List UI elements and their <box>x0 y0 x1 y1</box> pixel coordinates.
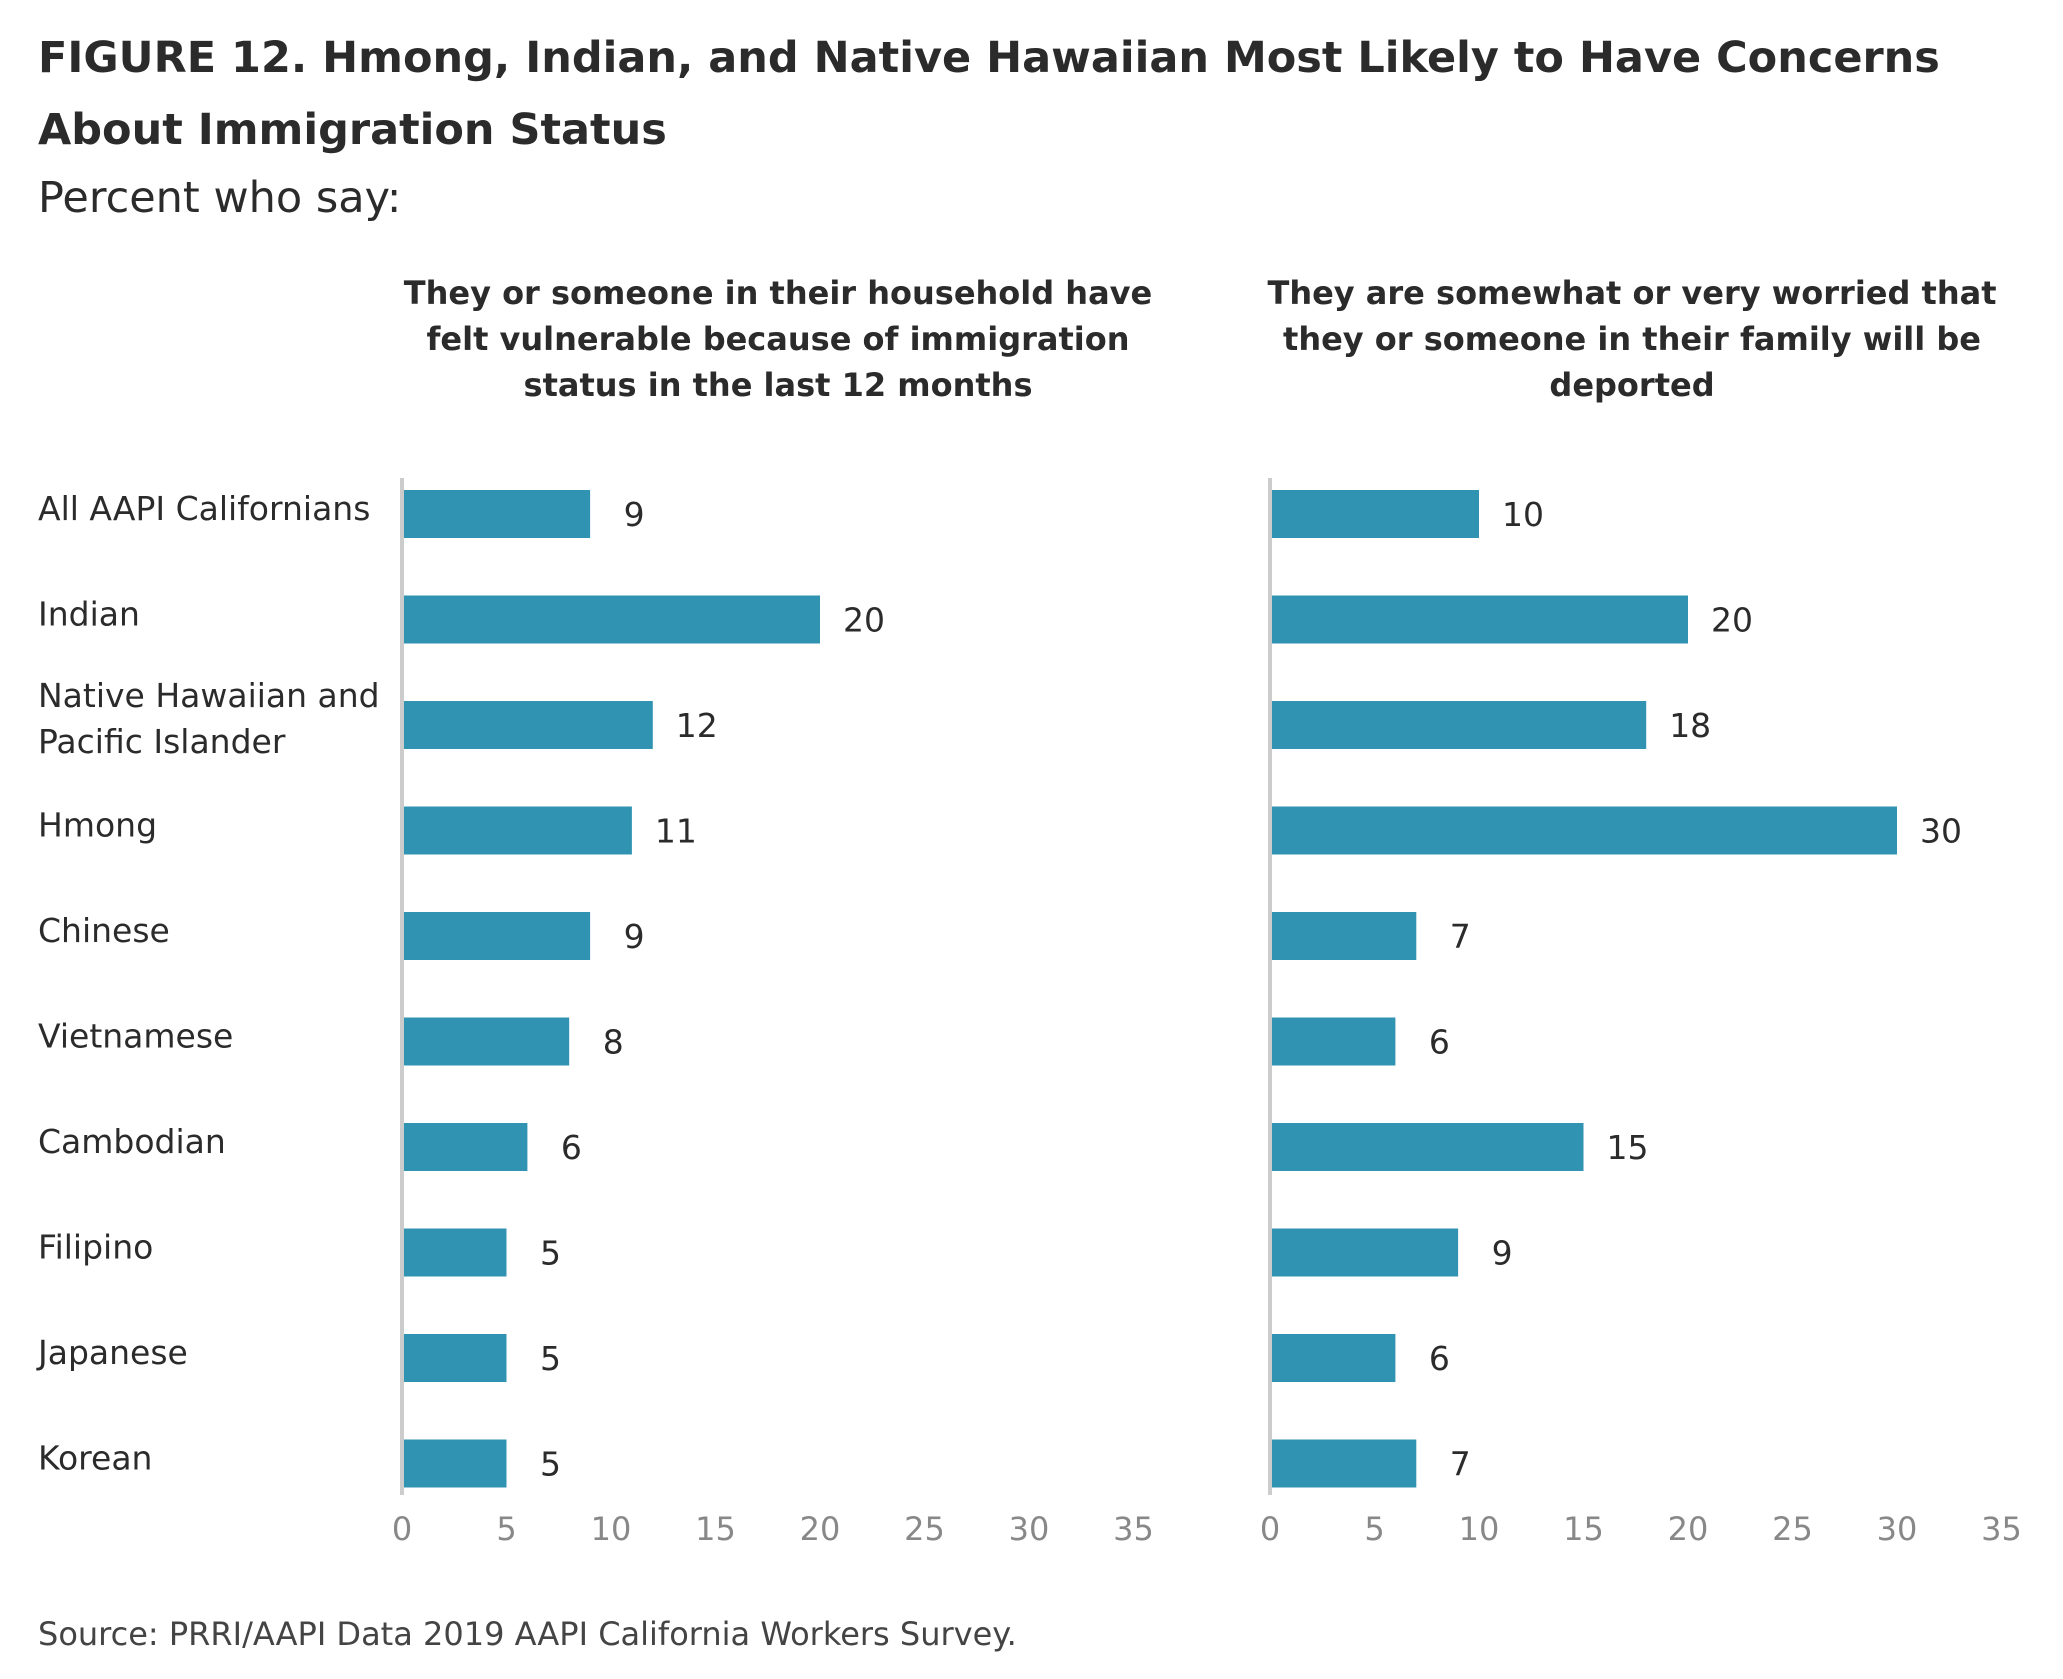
tick-label-deported: 15 <box>1563 1510 1604 1548</box>
data-label-vulnerable: 5 <box>540 1339 561 1378</box>
data-label-deported: 7 <box>1450 917 1471 956</box>
figure-subtitle: Percent who say: <box>38 173 402 223</box>
bar-deported <box>1270 806 1897 855</box>
bar-deported <box>1270 701 1647 749</box>
bar-deported <box>1270 595 1688 644</box>
bar-deported <box>1270 912 1417 960</box>
tick-label-vulnerable: 10 <box>591 1510 632 1548</box>
tick-label-vulnerable: 5 <box>496 1510 516 1548</box>
tick-label-deported: 35 <box>1981 1510 2022 1548</box>
tick-label-vulnerable: 25 <box>904 1510 945 1548</box>
data-label-vulnerable: 12 <box>676 706 718 745</box>
bar-vulnerable <box>402 1439 507 1488</box>
data-label-deported: 30 <box>1920 812 1962 851</box>
bar-vulnerable <box>402 912 591 960</box>
tick-label-vulnerable: 15 <box>695 1510 736 1548</box>
data-label-deported: 9 <box>1492 1234 1513 1273</box>
tick-label-deported: 25 <box>1772 1510 1813 1548</box>
data-label-deported: 15 <box>1607 1128 1649 1167</box>
data-label-vulnerable: 6 <box>561 1128 582 1167</box>
data-label-deported: 7 <box>1450 1445 1471 1484</box>
category-label: All AAPI Californians <box>38 489 370 528</box>
panel-title-deported: They are somewhat or very worried that t… <box>1267 274 1997 404</box>
tick-label-vulnerable: 0 <box>392 1510 412 1548</box>
category-label: Cambodian <box>38 1122 226 1161</box>
data-label-deported: 6 <box>1429 1339 1450 1378</box>
category-label: Japanese <box>36 1333 188 1372</box>
source-note: Source: PRRI/AAPI Data 2019 AAPI Califor… <box>38 1615 1017 1653</box>
category-label: Hmong <box>38 806 157 845</box>
category-label: Vietnamese <box>38 1017 233 1056</box>
tick-label-deported: 5 <box>1364 1510 1384 1548</box>
category-label: Chinese <box>38 911 170 950</box>
bar-vulnerable <box>402 806 632 855</box>
bar-vulnerable <box>402 1334 507 1382</box>
tick-label-vulnerable: 20 <box>800 1510 841 1548</box>
bar-vulnerable <box>402 1017 570 1066</box>
data-label-vulnerable: 5 <box>540 1445 561 1484</box>
figure-title: FIGURE 12. Hmong, Indian, and Native Haw… <box>38 33 1940 155</box>
bar-vulnerable <box>402 701 653 749</box>
tick-label-deported: 10 <box>1459 1510 1500 1548</box>
bar-vulnerable <box>402 490 591 538</box>
data-label-deported: 20 <box>1711 601 1753 640</box>
data-label-deported: 18 <box>1669 706 1711 745</box>
tick-label-deported: 0 <box>1260 1510 1280 1548</box>
category-label: Korean <box>38 1439 152 1478</box>
bar-deported <box>1270 1228 1459 1277</box>
data-label-vulnerable: 20 <box>843 601 885 640</box>
data-label-vulnerable: 11 <box>655 812 697 851</box>
bar-vulnerable <box>402 595 820 644</box>
tick-label-vulnerable: 30 <box>1009 1510 1050 1548</box>
tick-label-deported: 20 <box>1668 1510 1709 1548</box>
category-label: Indian <box>38 595 140 634</box>
bar-vulnerable <box>402 1228 507 1277</box>
bar-charts: All AAPI Californians Indian Native Hawaii… <box>36 478 2022 1548</box>
data-label-vulnerable: 8 <box>603 1023 624 1062</box>
category-label: Native Hawaiian and Pacific Islander <box>38 676 380 761</box>
data-label-deported: 10 <box>1502 495 1544 534</box>
bar-deported <box>1270 1017 1396 1066</box>
data-label-deported: 6 <box>1429 1023 1450 1062</box>
bar-deported <box>1270 1439 1417 1488</box>
tick-label-deported: 30 <box>1877 1510 1918 1548</box>
data-label-vulnerable: 5 <box>540 1234 561 1273</box>
bar-deported <box>1270 490 1479 538</box>
category-label: Filipino <box>38 1228 153 1267</box>
bar-deported <box>1270 1334 1396 1382</box>
data-label-vulnerable: 9 <box>624 917 645 956</box>
data-label-vulnerable: 9 <box>624 495 645 534</box>
bar-deported <box>1270 1123 1584 1171</box>
tick-label-vulnerable: 35 <box>1113 1510 1154 1548</box>
bar-vulnerable <box>402 1123 528 1171</box>
panel-title-vulnerable: They or someone in their household have … <box>403 274 1153 404</box>
